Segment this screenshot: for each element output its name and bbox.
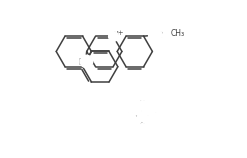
Text: O: O [156, 31, 163, 40]
Text: F: F [127, 112, 132, 121]
Text: F: F [151, 112, 156, 121]
Text: B: B [139, 112, 144, 121]
Text: NH₂: NH₂ [78, 58, 93, 67]
Text: F: F [139, 124, 144, 132]
Text: N: N [112, 31, 118, 40]
Text: CH₃: CH₃ [171, 29, 185, 38]
Text: F: F [139, 100, 144, 109]
Text: +: + [117, 30, 123, 36]
